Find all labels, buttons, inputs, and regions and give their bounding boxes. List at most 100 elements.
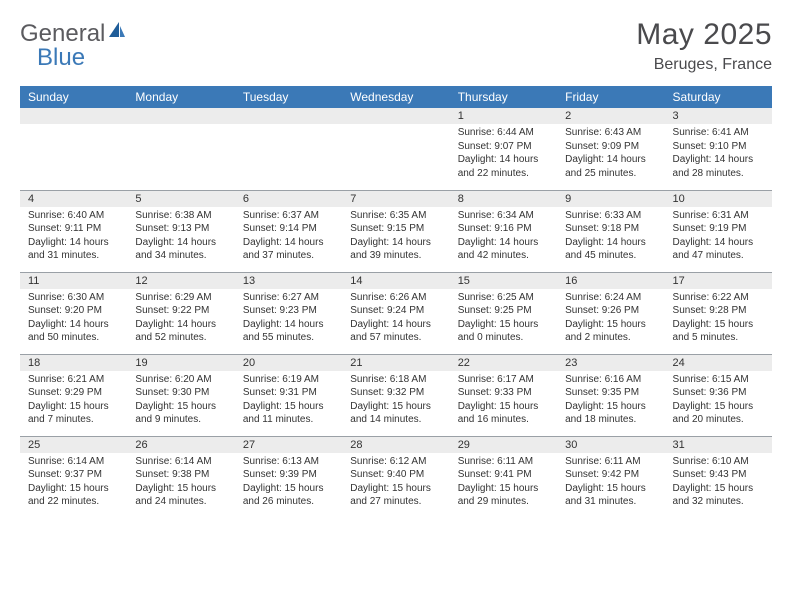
calendar-day-cell: 23Sunrise: 6:16 AMSunset: 9:35 PMDayligh… [557,354,664,436]
day-number: 7 [342,191,449,207]
day-number [235,108,342,124]
day-info: Sunrise: 6:30 AMSunset: 9:20 PMDaylight:… [20,289,127,347]
day-number: 30 [557,437,664,453]
day-number: 3 [665,108,772,124]
calendar-day-cell: 15Sunrise: 6:25 AMSunset: 9:25 PMDayligh… [450,272,557,354]
calendar-day-cell: 28Sunrise: 6:12 AMSunset: 9:40 PMDayligh… [342,436,449,518]
calendar-day-cell: 12Sunrise: 6:29 AMSunset: 9:22 PMDayligh… [127,272,234,354]
calendar-day-cell: 22Sunrise: 6:17 AMSunset: 9:33 PMDayligh… [450,354,557,436]
calendar-day-cell [127,108,234,190]
day-info: Sunrise: 6:24 AMSunset: 9:26 PMDaylight:… [557,289,664,347]
weekday-header: Wednesday [342,86,449,108]
day-info: Sunrise: 6:34 AMSunset: 9:16 PMDaylight:… [450,207,557,265]
day-number: 27 [235,437,342,453]
calendar-day-cell: 5Sunrise: 6:38 AMSunset: 9:13 PMDaylight… [127,190,234,272]
logo-sail-icon [107,20,127,40]
day-info: Sunrise: 6:38 AMSunset: 9:13 PMDaylight:… [127,207,234,265]
day-info: Sunrise: 6:21 AMSunset: 9:29 PMDaylight:… [20,371,127,429]
calendar-day-cell: 14Sunrise: 6:26 AMSunset: 9:24 PMDayligh… [342,272,449,354]
day-number [127,108,234,124]
day-info: Sunrise: 6:27 AMSunset: 9:23 PMDaylight:… [235,289,342,347]
day-info: Sunrise: 6:41 AMSunset: 9:10 PMDaylight:… [665,124,772,182]
calendar-day-cell [235,108,342,190]
weekday-header: Saturday [665,86,772,108]
weekday-header: Friday [557,86,664,108]
calendar-day-cell: 31Sunrise: 6:10 AMSunset: 9:43 PMDayligh… [665,436,772,518]
day-number: 9 [557,191,664,207]
weekday-header: Thursday [450,86,557,108]
calendar-day-cell: 19Sunrise: 6:20 AMSunset: 9:30 PMDayligh… [127,354,234,436]
day-info: Sunrise: 6:11 AMSunset: 9:41 PMDaylight:… [450,453,557,511]
day-info: Sunrise: 6:29 AMSunset: 9:22 PMDaylight:… [127,289,234,347]
calendar-week-row: 18Sunrise: 6:21 AMSunset: 9:29 PMDayligh… [20,354,772,436]
day-info: Sunrise: 6:10 AMSunset: 9:43 PMDaylight:… [665,453,772,511]
day-number: 16 [557,273,664,289]
calendar-day-cell: 30Sunrise: 6:11 AMSunset: 9:42 PMDayligh… [557,436,664,518]
day-info: Sunrise: 6:20 AMSunset: 9:30 PMDaylight:… [127,371,234,429]
day-number: 24 [665,355,772,371]
calendar-week-row: 1Sunrise: 6:44 AMSunset: 9:07 PMDaylight… [20,108,772,190]
day-number: 23 [557,355,664,371]
day-number: 31 [665,437,772,453]
day-info: Sunrise: 6:12 AMSunset: 9:40 PMDaylight:… [342,453,449,511]
day-info: Sunrise: 6:25 AMSunset: 9:25 PMDaylight:… [450,289,557,347]
day-number: 11 [20,273,127,289]
location: Beruges, France [636,56,772,74]
day-number: 15 [450,273,557,289]
weekday-header-row: Sunday Monday Tuesday Wednesday Thursday… [20,86,772,108]
calendar-day-cell: 10Sunrise: 6:31 AMSunset: 9:19 PMDayligh… [665,190,772,272]
day-info: Sunrise: 6:31 AMSunset: 9:19 PMDaylight:… [665,207,772,265]
calendar-day-cell: 9Sunrise: 6:33 AMSunset: 9:18 PMDaylight… [557,190,664,272]
weekday-header: Monday [127,86,234,108]
day-number: 25 [20,437,127,453]
calendar-day-cell: 27Sunrise: 6:13 AMSunset: 9:39 PMDayligh… [235,436,342,518]
day-info: Sunrise: 6:11 AMSunset: 9:42 PMDaylight:… [557,453,664,511]
day-info: Sunrise: 6:14 AMSunset: 9:37 PMDaylight:… [20,453,127,511]
day-info: Sunrise: 6:22 AMSunset: 9:28 PMDaylight:… [665,289,772,347]
day-info: Sunrise: 6:26 AMSunset: 9:24 PMDaylight:… [342,289,449,347]
day-number: 8 [450,191,557,207]
day-info: Sunrise: 6:16 AMSunset: 9:35 PMDaylight:… [557,371,664,429]
day-info: Sunrise: 6:18 AMSunset: 9:32 PMDaylight:… [342,371,449,429]
calendar-page: General May 2025 Beruges, France Blue Su… [0,0,792,530]
day-number: 10 [665,191,772,207]
day-info: Sunrise: 6:37 AMSunset: 9:14 PMDaylight:… [235,207,342,265]
day-info: Sunrise: 6:14 AMSunset: 9:38 PMDaylight:… [127,453,234,511]
day-number: 29 [450,437,557,453]
calendar-day-cell: 25Sunrise: 6:14 AMSunset: 9:37 PMDayligh… [20,436,127,518]
day-info: Sunrise: 6:44 AMSunset: 9:07 PMDaylight:… [450,124,557,182]
weekday-header: Tuesday [235,86,342,108]
day-info: Sunrise: 6:19 AMSunset: 9:31 PMDaylight:… [235,371,342,429]
day-number: 21 [342,355,449,371]
day-info: Sunrise: 6:15 AMSunset: 9:36 PMDaylight:… [665,371,772,429]
calendar-day-cell: 21Sunrise: 6:18 AMSunset: 9:32 PMDayligh… [342,354,449,436]
calendar-day-cell [20,108,127,190]
calendar-day-cell: 20Sunrise: 6:19 AMSunset: 9:31 PMDayligh… [235,354,342,436]
day-info: Sunrise: 6:17 AMSunset: 9:33 PMDaylight:… [450,371,557,429]
day-number [342,108,449,124]
calendar-day-cell: 6Sunrise: 6:37 AMSunset: 9:14 PMDaylight… [235,190,342,272]
calendar-day-cell: 2Sunrise: 6:43 AMSunset: 9:09 PMDaylight… [557,108,664,190]
title-block: May 2025 Beruges, France [636,18,772,74]
day-info: Sunrise: 6:13 AMSunset: 9:39 PMDaylight:… [235,453,342,511]
day-info: Sunrise: 6:40 AMSunset: 9:11 PMDaylight:… [20,207,127,265]
day-number: 14 [342,273,449,289]
calendar-day-cell: 3Sunrise: 6:41 AMSunset: 9:10 PMDaylight… [665,108,772,190]
calendar-day-cell: 16Sunrise: 6:24 AMSunset: 9:26 PMDayligh… [557,272,664,354]
day-info: Sunrise: 6:33 AMSunset: 9:18 PMDaylight:… [557,207,664,265]
calendar-week-row: 25Sunrise: 6:14 AMSunset: 9:37 PMDayligh… [20,436,772,518]
day-number: 13 [235,273,342,289]
calendar-day-cell: 18Sunrise: 6:21 AMSunset: 9:29 PMDayligh… [20,354,127,436]
calendar-day-cell [342,108,449,190]
calendar-week-row: 11Sunrise: 6:30 AMSunset: 9:20 PMDayligh… [20,272,772,354]
calendar-day-cell: 17Sunrise: 6:22 AMSunset: 9:28 PMDayligh… [665,272,772,354]
calendar-day-cell: 11Sunrise: 6:30 AMSunset: 9:20 PMDayligh… [20,272,127,354]
weekday-header: Sunday [20,86,127,108]
day-number: 19 [127,355,234,371]
day-number: 4 [20,191,127,207]
logo-text-blue: Blue [37,44,85,71]
day-number: 5 [127,191,234,207]
calendar-day-cell: 26Sunrise: 6:14 AMSunset: 9:38 PMDayligh… [127,436,234,518]
calendar-day-cell: 8Sunrise: 6:34 AMSunset: 9:16 PMDaylight… [450,190,557,272]
day-number: 28 [342,437,449,453]
